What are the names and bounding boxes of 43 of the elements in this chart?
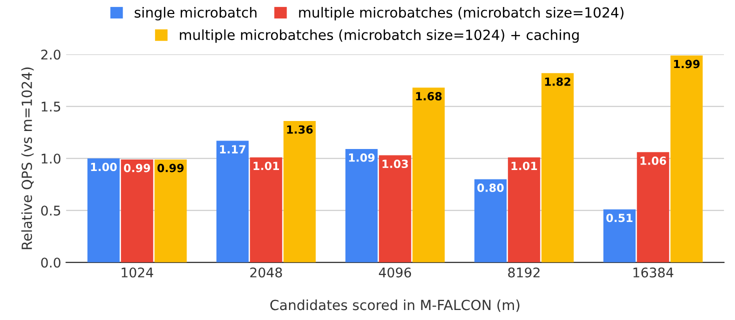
data-label: 0.51 bbox=[606, 214, 632, 222]
data-label: 1.82 bbox=[545, 77, 570, 86]
data-label: 1.01 bbox=[512, 162, 537, 170]
data-label: 0.99 bbox=[157, 164, 184, 172]
data-label: 1.06 bbox=[640, 156, 666, 165]
data-label: 1.36 bbox=[287, 125, 313, 134]
y-tick-label: 0.5 bbox=[41, 206, 60, 216]
y-tick-label: 1.0 bbox=[42, 154, 60, 164]
bar bbox=[412, 88, 445, 262]
data-label: 1.03 bbox=[382, 160, 408, 168]
bar bbox=[378, 155, 412, 262]
x-tick-label: 16384 bbox=[633, 267, 674, 278]
bar bbox=[670, 55, 703, 262]
legend-label: single microbatch bbox=[134, 6, 256, 20]
bar bbox=[283, 120, 316, 262]
y-tick-label: 0.0 bbox=[41, 258, 60, 268]
y-axis-title: Relative QPS (vs m=1024) bbox=[21, 68, 34, 250]
x-tick-label: 4096 bbox=[378, 267, 412, 278]
bar bbox=[636, 152, 670, 262]
data-label: 1.00 bbox=[91, 162, 117, 172]
data-label: 1.99 bbox=[674, 60, 700, 68]
bar bbox=[508, 157, 540, 262]
data-label: 0.80 bbox=[477, 184, 504, 192]
bar bbox=[154, 159, 187, 262]
bar bbox=[250, 157, 282, 262]
x-tick-label: 8192 bbox=[508, 267, 540, 278]
x-tick-label: 2048 bbox=[250, 267, 282, 278]
data-label: 1.09 bbox=[349, 153, 375, 162]
data-label: 1.01 bbox=[254, 162, 280, 170]
y-tick-label: 2.0 bbox=[41, 50, 60, 60]
data-label: 1.68 bbox=[416, 92, 442, 100]
data-label: 0.99 bbox=[124, 164, 150, 172]
legend-label: multiple microbatches (microbatch size=1024) bbox=[299, 6, 624, 20]
y-tick-label: 1.5 bbox=[42, 102, 60, 112]
x-tick-label: 1024 bbox=[122, 267, 154, 278]
bar bbox=[345, 149, 378, 262]
legend-label: multiple microbatches (microbatch size=1024) + caching bbox=[180, 29, 579, 43]
data-label: 1.17 bbox=[220, 145, 246, 154]
bar bbox=[120, 159, 154, 262]
bar bbox=[216, 140, 249, 262]
x-axis-title: Candidates scored in M-FALCON (m) bbox=[270, 299, 520, 312]
bar bbox=[87, 158, 120, 262]
bar bbox=[541, 73, 574, 262]
